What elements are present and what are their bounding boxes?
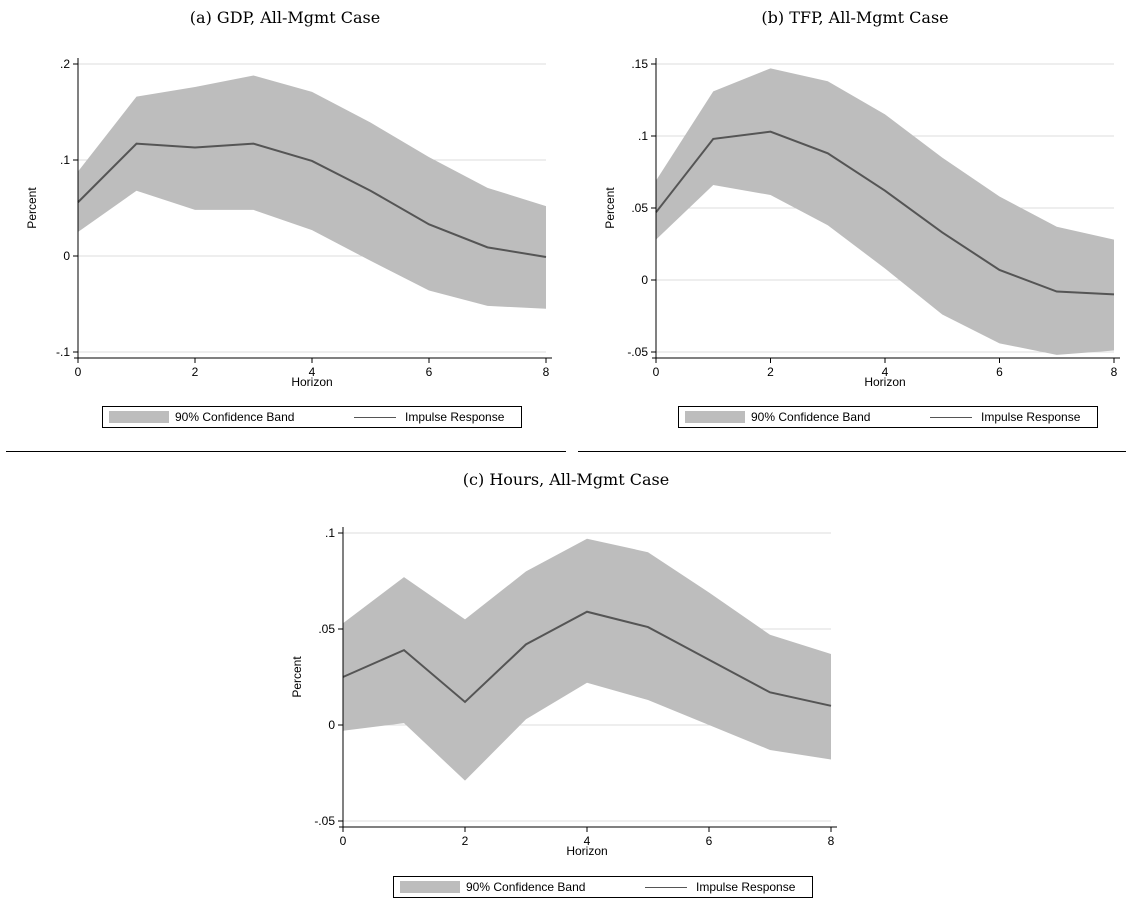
chart-legend: 90% Confidence Band Impulse Response bbox=[678, 406, 1098, 428]
y-axis-title: Percent bbox=[290, 656, 304, 698]
divider-right bbox=[578, 451, 1126, 452]
x-axis-title: Horizon bbox=[566, 844, 607, 858]
y-axis-title: Percent bbox=[603, 187, 617, 229]
legend-band-label: 90% Confidence Band bbox=[175, 410, 295, 424]
y-tick-label: .05 bbox=[318, 622, 335, 636]
y-tick-label: .15 bbox=[631, 57, 648, 71]
y-tick-label: .05 bbox=[631, 201, 648, 215]
x-tick-label: 6 bbox=[996, 365, 1003, 379]
chart-title: (c) Hours, All-Mgmt Case bbox=[462, 470, 670, 489]
x-axis-title: Horizon bbox=[291, 375, 332, 389]
chart-title: (a) GDP, All-Mgmt Case bbox=[189, 8, 381, 27]
x-tick-label: 4 bbox=[584, 834, 591, 848]
x-axis-title: Horizon bbox=[864, 375, 905, 389]
confidence-band bbox=[343, 538, 831, 781]
legend-line-swatch bbox=[930, 417, 972, 418]
impulse-response-line bbox=[342, 610, 832, 707]
chart-panel-tfp: (b) TFP, All-Mgmt Case -.05 0 .05 .1 .15 0 2 4 6… bbox=[578, 0, 1132, 460]
x-tick-label: 4 bbox=[882, 365, 889, 379]
chart-legend: 90% Confidence Band Impulse Response bbox=[102, 406, 522, 428]
impulse-response-line bbox=[655, 130, 1115, 296]
x-tick-label: 8 bbox=[1111, 365, 1118, 379]
x-tick-label: 2 bbox=[767, 365, 774, 379]
legend-band-swatch bbox=[109, 411, 169, 423]
x-tick-label: 0 bbox=[653, 365, 660, 379]
y-tick-label: 0 bbox=[641, 273, 648, 287]
y-tick-label: 0 bbox=[328, 718, 335, 732]
y-axis-title: Percent bbox=[25, 187, 39, 229]
x-tick-label: 2 bbox=[462, 834, 469, 848]
legend-band-swatch bbox=[685, 411, 745, 423]
chart-title: (b) TFP, All-Mgmt Case bbox=[761, 8, 949, 27]
y-tick-label: .1 bbox=[325, 526, 335, 540]
divider-left bbox=[6, 451, 566, 452]
legend-line-label: Impulse Response bbox=[696, 880, 796, 894]
x-tick-label: 6 bbox=[426, 365, 433, 379]
y-tick-label: -.1 bbox=[56, 345, 70, 359]
legend-band-label: 90% Confidence Band bbox=[751, 410, 871, 424]
chart-legend: 90% Confidence Band Impulse Response bbox=[393, 876, 813, 898]
x-tick-label: 0 bbox=[75, 365, 82, 379]
x-tick-label: 8 bbox=[543, 365, 550, 379]
legend-line-label: Impulse Response bbox=[981, 410, 1081, 424]
x-tick-label: 8 bbox=[828, 834, 835, 848]
chart-svg: -.05 0 .05 .1 .15 0 2 4 6 8 Horizon Percent bbox=[603, 57, 1120, 389]
x-tick-label: 6 bbox=[706, 834, 713, 848]
legend-line-swatch bbox=[354, 417, 396, 418]
chart-panel-gdp: (a) GDP, All-Mgmt Case -.1 0 .1 .2 0 2 4 6 8 Hori… bbox=[0, 0, 570, 460]
legend-line-label: Impulse Response bbox=[405, 410, 505, 424]
y-tick-label: -.05 bbox=[627, 345, 648, 359]
y-tick-label: 0 bbox=[63, 249, 70, 263]
legend-line-swatch bbox=[645, 887, 687, 888]
chart-svg: -.1 0 .1 .2 0 2 4 6 8 Horizon Percent bbox=[25, 57, 552, 389]
x-tick-label: 0 bbox=[340, 834, 347, 848]
chart-svg: -.05 0 .05 .1 0 2 4 6 8 Horizon Percent bbox=[290, 526, 837, 858]
x-tick-label: 2 bbox=[192, 365, 199, 379]
y-tick-label: .1 bbox=[60, 153, 70, 167]
impulse-response-line bbox=[77, 142, 547, 258]
legend-band-swatch bbox=[400, 881, 460, 893]
confidence-band bbox=[78, 75, 546, 309]
confidence-band bbox=[656, 68, 1114, 355]
x-tick-label: 4 bbox=[309, 365, 316, 379]
y-tick-label: .1 bbox=[638, 129, 648, 143]
y-tick-label: -.05 bbox=[314, 814, 335, 828]
y-tick-label: .2 bbox=[60, 57, 70, 71]
chart-panel-hours: (c) Hours, All-Mgmt Case -.05 0 .05 .1 0 2 4 6 8… bbox=[283, 462, 849, 921]
legend-band-label: 90% Confidence Band bbox=[466, 880, 586, 894]
